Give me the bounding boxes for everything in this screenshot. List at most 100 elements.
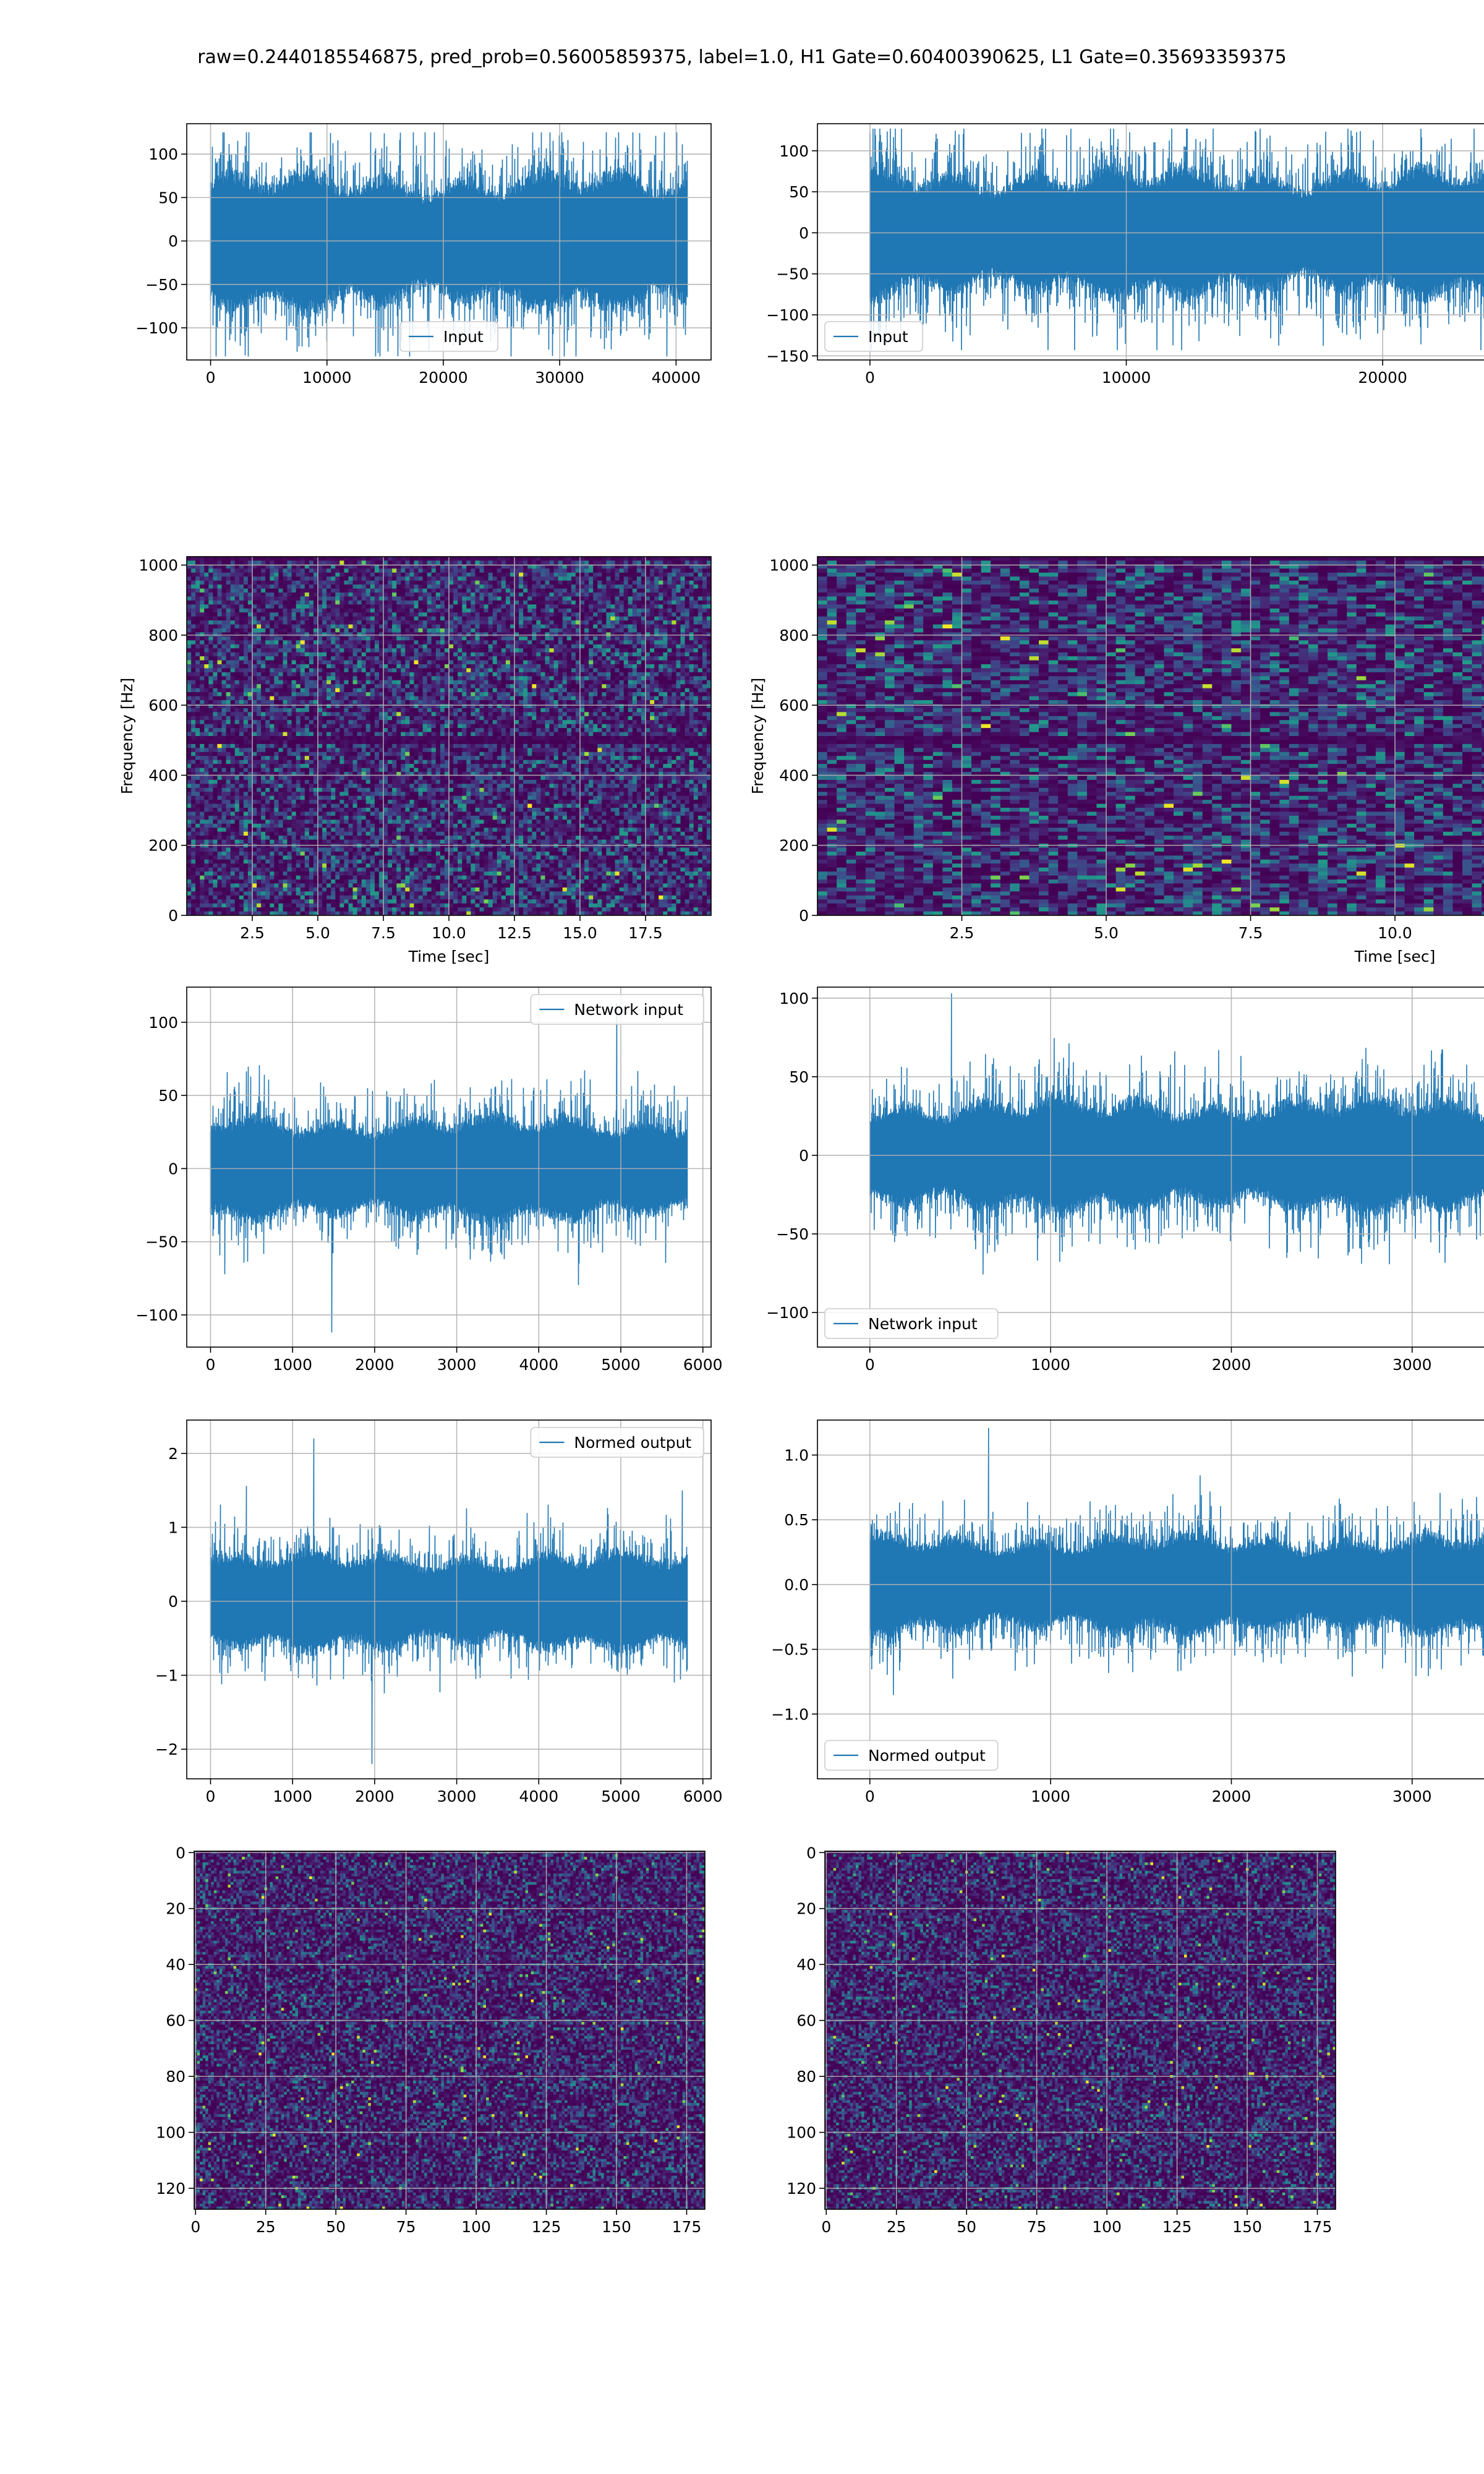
heatmap-cell <box>514 680 519 685</box>
heatmap-cell <box>200 625 205 629</box>
heatmap-cell <box>366 584 371 589</box>
heatmap-cell <box>318 589 323 593</box>
heatmap-cell <box>453 640 458 644</box>
heatmap-cell <box>213 620 218 625</box>
heatmap-cell <box>292 617 297 621</box>
heatmap-cell <box>366 648 371 653</box>
heatmap-cell <box>471 680 475 685</box>
heatmap-cell <box>274 584 279 589</box>
heatmap-cell <box>589 636 594 641</box>
heatmap-cell <box>288 653 292 657</box>
heatmap-cell <box>419 692 424 696</box>
heatmap-cell <box>694 708 699 713</box>
heatmap-cell <box>375 644 380 649</box>
heatmap-cell <box>681 625 686 629</box>
heatmap-cell <box>527 604 532 609</box>
heatmap-cell <box>331 712 336 716</box>
heatmap-cell <box>226 700 231 704</box>
heatmap-cell <box>540 696 545 701</box>
heatmap-cell <box>344 581 349 585</box>
heatmap-cell <box>506 656 511 661</box>
heatmap-cell <box>558 672 563 677</box>
heatmap-cell <box>265 680 270 685</box>
heatmap-cell <box>326 680 331 685</box>
heatmap-cell <box>292 684 297 688</box>
heatmap-cell <box>597 632 602 636</box>
heatmap-cell <box>440 661 445 665</box>
heatmap-cell <box>628 676 633 680</box>
heatmap-cell <box>606 688 611 693</box>
heatmap-cell <box>187 700 192 704</box>
heatmap-cell <box>519 648 524 653</box>
heatmap-cell <box>650 668 655 672</box>
heatmap-cell <box>458 620 463 625</box>
heatmap-cell <box>536 684 541 688</box>
heatmap-cell <box>597 593 602 597</box>
heatmap-cell <box>204 712 209 716</box>
heatmap-cell <box>550 661 555 665</box>
heatmap-cell <box>405 589 410 593</box>
heatmap-cell <box>218 557 223 561</box>
heatmap-cell <box>191 596 196 601</box>
heatmap-cell <box>571 612 576 617</box>
heatmap-cell <box>283 596 288 601</box>
heatmap-cell <box>584 672 589 677</box>
heatmap-cell <box>650 589 655 593</box>
x-tick-label: 0 <box>206 369 216 387</box>
heatmap-cell <box>265 568 270 573</box>
heatmap-cell <box>195 692 200 696</box>
heatmap-cell <box>274 656 279 661</box>
heatmap-cell <box>331 612 336 617</box>
heatmap-cell <box>204 596 209 601</box>
heatmap-cell <box>318 712 323 716</box>
heatmap-cell <box>611 596 616 601</box>
heatmap-cell <box>388 644 393 649</box>
heatmap-cell <box>226 620 231 625</box>
heatmap-cell <box>239 653 244 657</box>
heatmap-cell <box>218 680 223 685</box>
heatmap-cell <box>357 560 362 565</box>
heatmap-cell <box>301 664 305 669</box>
heatmap-cell <box>611 612 616 617</box>
heatmap-cell <box>667 676 672 680</box>
heatmap-cell <box>659 708 663 713</box>
heatmap-cell <box>523 609 528 613</box>
heatmap-cell <box>187 560 192 565</box>
heatmap-cell <box>471 716 475 721</box>
heatmap-cell <box>370 708 375 713</box>
heatmap-cell <box>213 589 218 593</box>
heatmap-cell <box>257 708 262 713</box>
heatmap-cell <box>409 581 414 585</box>
heatmap-cell <box>326 668 331 672</box>
heatmap-cell <box>252 688 257 693</box>
heatmap-cell <box>458 672 463 677</box>
heatmap-cell <box>523 568 528 573</box>
heatmap-cell <box>637 557 642 561</box>
heatmap-cell <box>353 632 358 636</box>
heatmap-cell <box>270 593 275 597</box>
heatmap-cell <box>432 620 437 625</box>
heatmap-cell <box>458 557 463 561</box>
heatmap-cell <box>222 632 227 636</box>
heatmap-cell <box>244 692 249 696</box>
heatmap-cell <box>466 584 471 589</box>
heatmap-cell <box>366 568 371 573</box>
heatmap-cell <box>200 589 205 593</box>
heatmap-cell <box>663 593 668 597</box>
heatmap-cell <box>257 620 262 625</box>
heatmap-cell <box>301 668 305 672</box>
heatmap-cell <box>589 581 594 585</box>
heatmap-cell <box>580 576 585 581</box>
heatmap-cell <box>514 625 519 629</box>
heatmap-cell <box>554 708 559 713</box>
heatmap-cell <box>667 589 672 593</box>
heatmap-cell <box>571 589 576 593</box>
heatmap-cell <box>466 617 471 621</box>
heatmap-cell <box>650 684 655 688</box>
heatmap-cell <box>274 560 279 565</box>
heatmap-cell <box>702 692 707 696</box>
heatmap-cell <box>222 628 227 633</box>
heatmap-cell <box>344 596 349 601</box>
heatmap-cell <box>527 696 532 701</box>
heatmap-cell <box>449 581 454 585</box>
